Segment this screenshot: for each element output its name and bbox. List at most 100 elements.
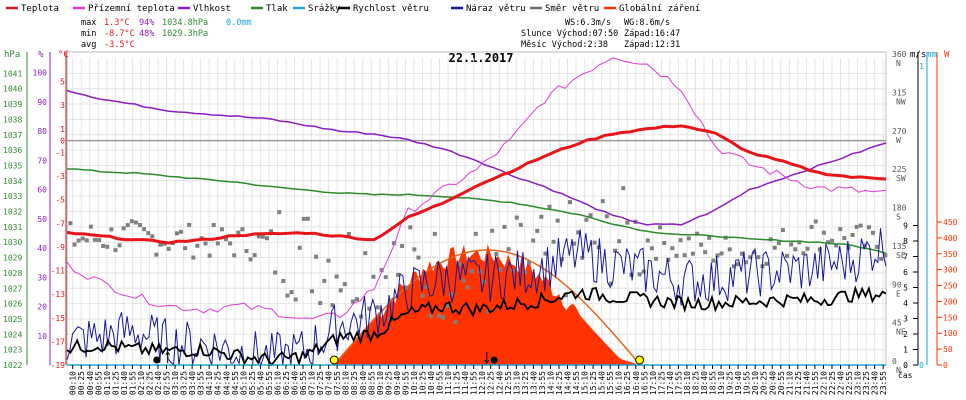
pressure-tick: 1024 xyxy=(3,330,22,339)
wind-direction-mark xyxy=(260,234,265,239)
wind-speed-tick: 5 xyxy=(903,284,908,293)
wind-direction-mark xyxy=(305,216,310,221)
wind-direction-mark xyxy=(318,301,323,306)
wind-direction-mark xyxy=(465,285,470,290)
wind-direction-mark xyxy=(281,279,286,284)
temperature-tick: -11 xyxy=(51,267,66,276)
x-tick-label: 18:10 xyxy=(683,371,692,395)
wind-direction-mark xyxy=(367,306,372,311)
radiation-tick: 150 xyxy=(943,313,958,322)
x-tick-label: 13:55 xyxy=(538,371,547,395)
wind-direction-mark xyxy=(97,238,102,243)
series-vlhkost xyxy=(66,89,887,226)
x-tick-label: 17:10 xyxy=(649,371,658,395)
wind-direction-mark xyxy=(211,222,216,227)
wind-direction-mark xyxy=(600,199,605,204)
x-tick-label: 06:25 xyxy=(282,371,291,395)
radiation-tick: 350 xyxy=(943,250,958,259)
radiation-tick: 0 xyxy=(943,361,948,370)
wind-direction-mark xyxy=(527,260,532,265)
wind-direction-mark xyxy=(662,240,667,245)
wind-direction-mark xyxy=(748,255,753,260)
pressure-tick: 1025 xyxy=(3,315,22,324)
wind-direction-mark xyxy=(842,236,847,241)
wind-direction-mark xyxy=(670,246,675,251)
wind-direction-mark xyxy=(805,246,810,251)
temperature-tick: 0 xyxy=(60,137,65,146)
wind-direction-mark xyxy=(490,228,495,233)
humidity-tick: 20 xyxy=(37,303,47,312)
wind-direction-mark xyxy=(473,231,478,236)
wind-direction-mark xyxy=(735,262,740,267)
wind-speed-tick: 6 xyxy=(903,268,908,277)
wind-dir-name: SE xyxy=(896,251,906,260)
wind-direction-mark xyxy=(322,278,327,283)
x-tick-label: 13:25 xyxy=(521,371,530,395)
x-tick-label: 05:25 xyxy=(248,371,257,395)
x-tick-label: 10:25 xyxy=(418,371,427,395)
x-tick-label: 23:40 xyxy=(871,371,880,395)
wind-direction-mark xyxy=(875,244,880,249)
wind-direction-mark xyxy=(338,288,343,293)
pressure-tick: 1028 xyxy=(3,269,22,278)
wind-direction-mark xyxy=(486,309,491,314)
wind-direction-mark xyxy=(719,251,724,256)
x-tick-label: 23:10 xyxy=(854,371,863,395)
wind-direction-mark xyxy=(850,232,855,237)
stat-max-press: 1034.8hPa xyxy=(162,18,208,28)
wind-direction-mark xyxy=(789,242,794,247)
series-n-raz-v-tru xyxy=(66,228,887,367)
x-axis: 00:10 00:25 00:40 00:55 01:10 01:25 01:40 01:55… xyxy=(69,365,888,395)
wind-direction-mark xyxy=(101,243,106,248)
wind-direction-mark xyxy=(350,299,355,304)
wind-direction-mark xyxy=(342,282,347,287)
wind-direction-mark xyxy=(129,219,134,224)
wind-dir-name: SW xyxy=(896,174,906,183)
humidity-axis-label: % xyxy=(38,50,44,60)
legend-label: Srážky xyxy=(308,4,341,14)
legend-label: Globální záření xyxy=(619,4,700,14)
wind-direction-mark xyxy=(551,239,556,244)
wind-direction-mark xyxy=(88,224,93,229)
x-tick-label: 08:55 xyxy=(367,371,376,395)
wind-direction-mark xyxy=(207,253,212,258)
wind-dir-tick: 135 xyxy=(892,242,907,251)
wind-direction-mark xyxy=(588,213,593,218)
x-tick-label: 08:10 xyxy=(342,371,351,395)
x-tick-label: 12:10 xyxy=(478,371,487,395)
wind-direction-mark xyxy=(416,255,421,260)
wind-direction-mark xyxy=(240,227,245,232)
wind-direction-mark xyxy=(608,281,613,286)
rain-tick: 0 xyxy=(919,361,924,370)
wind-direction-mark xyxy=(518,222,523,227)
pressure-tick: 1036 xyxy=(3,146,22,155)
stat-moon-set: Západ:12:31 xyxy=(624,40,680,50)
x-tick-label: 07:40 xyxy=(325,371,334,395)
plot-area xyxy=(66,57,888,367)
wind-direction-mark xyxy=(801,251,806,256)
wind-direction-mark xyxy=(113,248,118,253)
wind-direction-mark xyxy=(449,291,454,296)
wind-dir-name: S xyxy=(896,213,901,222)
wind-direction-mark xyxy=(289,290,294,295)
legend-label: Tlak xyxy=(266,4,288,14)
wind-direction-mark xyxy=(125,223,130,228)
wind-direction-mark xyxy=(776,241,781,246)
wind-direction-mark xyxy=(531,238,536,243)
wind-direction-mark xyxy=(330,303,335,308)
wind-direction-mark xyxy=(203,241,208,246)
temperature-tick: -15 xyxy=(51,314,66,323)
x-tick-label: 19:10 xyxy=(717,371,726,395)
wind-speed-tick: 9 xyxy=(903,222,908,231)
legend-label: Přízemní teplota xyxy=(88,4,175,14)
x-tick-label: 03:55 xyxy=(197,371,206,395)
x-tick-label: 18:25 xyxy=(691,371,700,395)
rain-tick: 1 xyxy=(919,62,924,71)
wind-direction-mark xyxy=(498,267,503,272)
stat-min-temp: -8.7°C xyxy=(104,29,135,39)
x-tick-label: 22:25 xyxy=(828,371,837,395)
x-tick-label: 20:55 xyxy=(777,371,786,395)
stat-moon: Měsíc Východ:2:38 xyxy=(521,40,608,50)
wind-dir-name: E xyxy=(896,289,901,298)
x-tick-label: 16:40 xyxy=(632,371,641,395)
